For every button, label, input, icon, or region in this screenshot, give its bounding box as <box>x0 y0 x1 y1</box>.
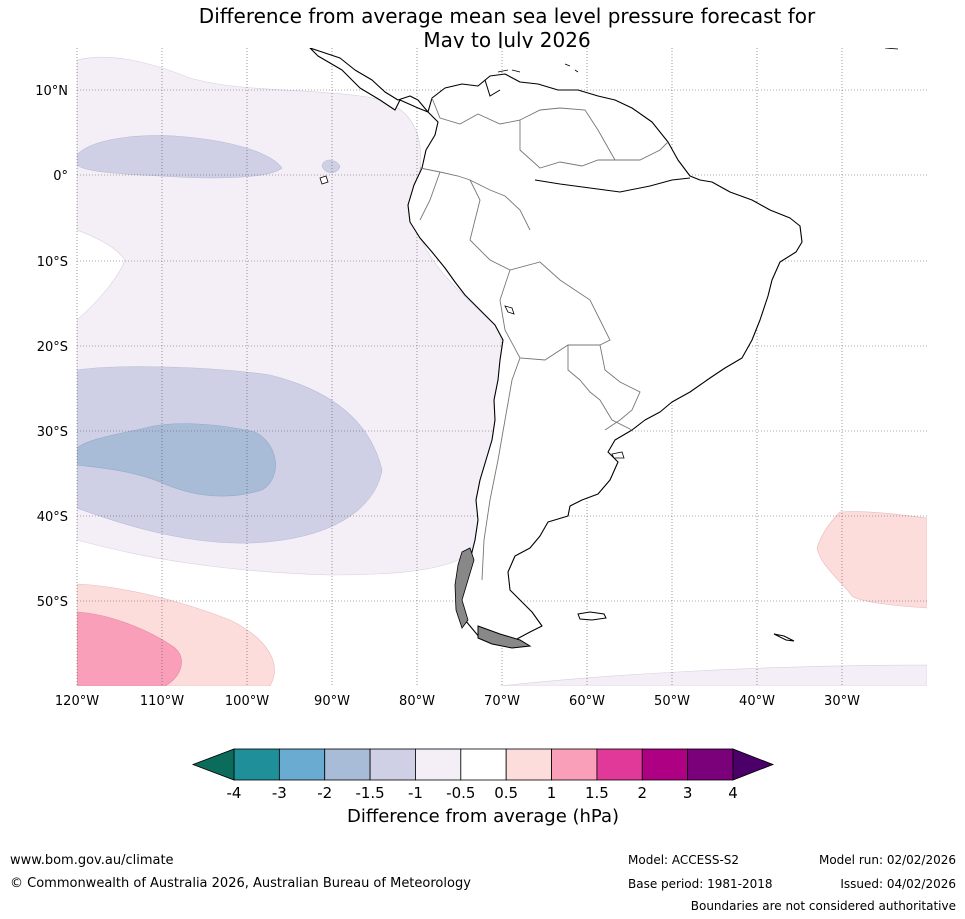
footer-issued: Issued: 04/02/2026 <box>840 877 956 891</box>
colorbar-tick-label: -2 <box>317 784 332 802</box>
south-georgia <box>773 633 795 642</box>
colorbar-label: Difference from average (hPa) <box>346 806 620 827</box>
colorbar-tick-label: 4 <box>728 784 738 802</box>
rivers <box>484 79 691 193</box>
lon-label-50w: 50°W <box>654 694 690 709</box>
lat-label-0: 0° <box>53 169 68 184</box>
longitude-labels: 120°W 110°W 100°W 90°W 80°W 70°W 60°W 50… <box>55 694 860 709</box>
colorbar-segment <box>505 748 552 781</box>
anomaly-region-minus-1-galapagos <box>321 159 341 174</box>
colorbar-segment <box>415 748 462 781</box>
lon-label-70w: 70°W <box>484 694 520 709</box>
lat-label-50s: 50°S <box>37 595 68 610</box>
colorbar-segment <box>233 748 280 781</box>
coastlines <box>309 48 899 649</box>
anomaly-region-plus-0-5-south-atlantic <box>816 511 927 609</box>
colorbar-segment <box>460 748 507 781</box>
lon-label-30w: 30°W <box>824 694 860 709</box>
colorbar-over-arrow <box>732 748 775 781</box>
colorbar-segment <box>551 748 598 781</box>
lake-titicaca <box>504 305 515 315</box>
anomaly-region-minus-1-equatorial <box>77 135 283 179</box>
colorbar-tick-label: 3 <box>683 784 693 802</box>
footer-copyright: © Commonwealth of Australia 2026, Austra… <box>10 876 471 891</box>
colorbar-tick-label: -1 <box>408 784 423 802</box>
lon-label-80w: 80°W <box>399 694 435 709</box>
colorbar-segment <box>596 748 643 781</box>
lon-label-100w: 100°W <box>225 694 269 709</box>
lat-label-10s: 10°S <box>37 255 68 270</box>
latitude-labels: 10°N 0° 10°S 20°S 30°S 40°S 50°S <box>35 84 68 610</box>
colorbar-tick-label: -0.5 <box>446 784 475 802</box>
colorbar-segments <box>233 748 734 781</box>
pressure-anomaly-map: 10°N 0° 10°S 20°S 30°S 40°S 50°S 120°W 1… <box>35 48 927 709</box>
anomaly-region-plus-1-southwest <box>77 611 182 686</box>
chilean-archipelago <box>454 547 475 629</box>
colorbar-tick-labels: -4 -3 -2 -1.5 -1 -0.5 0.5 1 1.5 2 3 4 <box>227 784 738 802</box>
lon-label-90w: 90°W <box>314 694 350 709</box>
galapagos-islands <box>319 175 329 185</box>
footer-base-period: Base period: 1981-2018 <box>628 877 773 891</box>
lon-label-60w: 60°W <box>569 694 605 709</box>
colorbar-tick-label: 1.5 <box>585 784 609 802</box>
country-borders <box>419 97 669 581</box>
lon-label-40w: 40°W <box>739 694 775 709</box>
south-america-landmass <box>309 48 803 646</box>
anomaly-region-minus-1-5-south-pacific <box>77 423 276 497</box>
colorbar-tick-label: 2 <box>637 784 647 802</box>
tierra-del-fuego <box>477 625 532 649</box>
colorbar-segment <box>369 748 416 781</box>
colorbar-segment <box>687 748 734 781</box>
lagoa-dos-patos <box>611 451 625 459</box>
lat-label-20s: 20°S <box>37 340 68 355</box>
footer-model: Model: ACCESS-S2 <box>628 853 740 867</box>
lon-label-110w: 110°W <box>140 694 184 709</box>
colorbar-tick-label: 1 <box>547 784 557 802</box>
colorbar-tick-label: -3 <box>272 784 287 802</box>
footer-model-run: Model run: 02/02/2026 <box>818 853 956 867</box>
colorbar-segment <box>278 748 326 781</box>
colorbar-tick-label: -1.5 <box>355 784 384 802</box>
lat-label-30s: 30°S <box>37 425 68 440</box>
title-line-1: Difference from average mean sea level p… <box>198 4 816 28</box>
colorbar-segment <box>324 748 371 781</box>
lon-label-120w: 120°W <box>55 694 99 709</box>
footer-website[interactable]: www.bom.gov.au/climate <box>10 853 174 868</box>
map-gridlines <box>76 48 927 686</box>
lat-label-40s: 40°S <box>37 510 68 525</box>
colorbar-segment <box>641 748 689 781</box>
falkland-islands <box>577 611 607 621</box>
lat-label-10n: 10°N <box>35 84 68 99</box>
anomaly-shading <box>77 56 927 686</box>
anomaly-region-south-atlantic-lavender <box>499 664 927 686</box>
colorbar-under-arrow <box>191 748 235 781</box>
caribbean-islands <box>497 48 899 73</box>
colorbar-tick-label: 0.5 <box>494 784 518 802</box>
map-title: Difference from average mean sea level p… <box>0 4 965 52</box>
footer-boundaries-note: Boundaries are not considered authoritat… <box>690 899 956 913</box>
colorbar-tick-label: -4 <box>227 784 242 802</box>
